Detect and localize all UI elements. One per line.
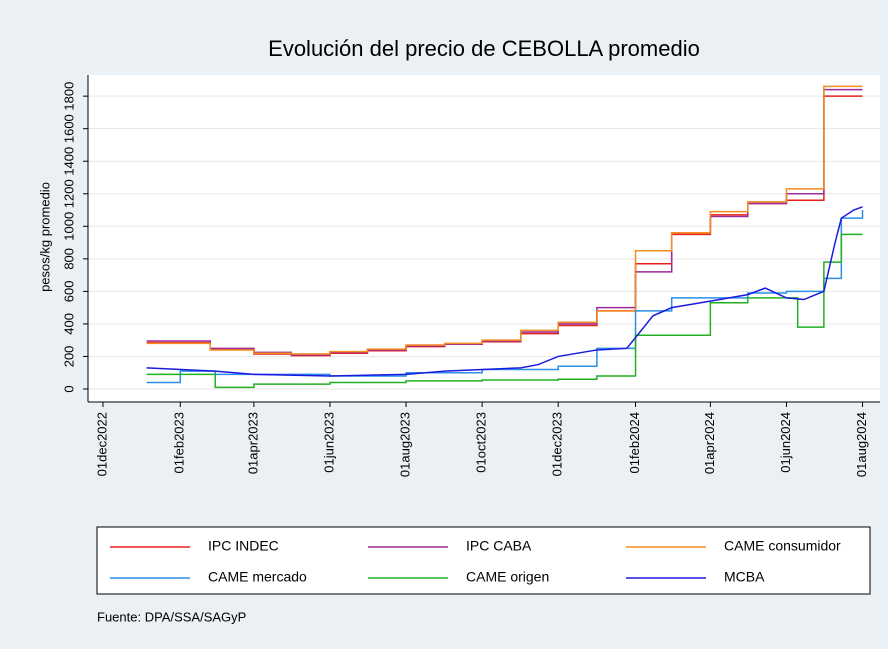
y-tick-label: 1400 — [61, 147, 76, 176]
legend-label: CAME mercado — [208, 569, 307, 585]
legend — [96, 526, 871, 595]
y-tick-label: 0 — [61, 385, 76, 392]
y-tick-label: 200 — [61, 346, 76, 368]
source-note: Fuente: DPA/SSA/SAGyP — [97, 609, 246, 624]
x-tick-label: 01dec2022 — [94, 412, 109, 476]
x-tick-label: 01apr2024 — [702, 412, 717, 474]
plot-area — [88, 75, 880, 402]
legend-label: MCBA — [724, 569, 765, 585]
y-tick-label: 600 — [61, 281, 76, 303]
legend-label: CAME origen — [466, 569, 549, 585]
series-line — [146, 233, 863, 389]
x-tick-label: 01aug2024 — [854, 412, 869, 477]
chart-title: Evolución del precio de CEBOLLA promedio — [268, 36, 700, 61]
y-tick-label: 1800 — [61, 82, 76, 111]
y-tick-label: 1200 — [61, 179, 76, 208]
x-tick-label: 01oct2023 — [474, 412, 489, 473]
x-tick-label: 01feb2024 — [627, 412, 642, 473]
x-tick-label: 01jun2023 — [321, 412, 336, 473]
x-tick-label: 01feb2023 — [172, 412, 187, 473]
y-tick-label: 800 — [61, 248, 76, 270]
legend-label: IPC INDEC — [208, 538, 279, 554]
y-tick-label: 1600 — [61, 114, 76, 143]
x-tick-label: 01dec2023 — [550, 412, 565, 476]
series-line — [146, 85, 863, 355]
x-tick-label: 01apr2023 — [245, 412, 260, 474]
legend-label: IPC CABA — [466, 538, 532, 554]
x-tick-label: 01jun2024 — [778, 412, 793, 473]
y-axis-label: pesos/kg promedio — [37, 182, 52, 292]
y-tick-label: 1000 — [61, 212, 76, 241]
x-tick-label: 01aug2023 — [397, 412, 412, 477]
series-line — [146, 206, 863, 377]
legend-label: CAME consumidor — [724, 538, 841, 554]
y-tick-label: 400 — [61, 313, 76, 335]
